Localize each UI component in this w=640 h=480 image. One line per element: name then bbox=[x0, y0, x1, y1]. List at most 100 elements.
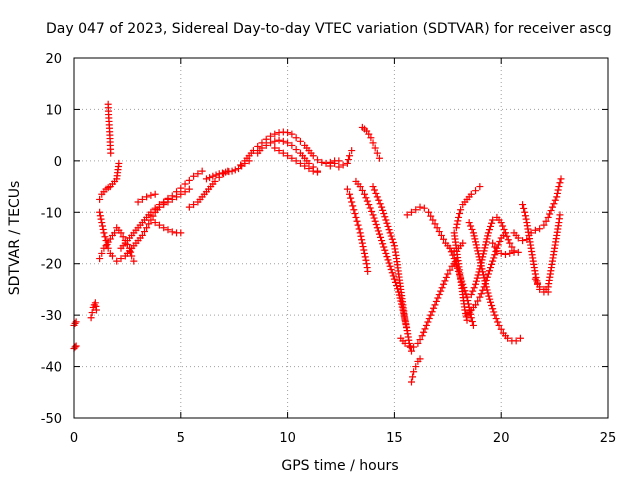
data-point bbox=[481, 244, 489, 252]
data-point bbox=[469, 287, 477, 295]
data-point bbox=[479, 268, 487, 276]
data-point bbox=[506, 239, 514, 247]
data-point bbox=[147, 191, 155, 199]
data-point bbox=[403, 327, 411, 335]
data-point bbox=[373, 224, 381, 232]
data-point bbox=[385, 259, 393, 267]
data-point bbox=[435, 291, 443, 299]
data-point bbox=[117, 229, 125, 237]
data-point bbox=[487, 264, 495, 272]
data-point bbox=[527, 229, 535, 237]
data-point bbox=[476, 256, 484, 264]
data-point bbox=[522, 215, 530, 223]
data-point bbox=[309, 152, 317, 160]
series-s06 bbox=[96, 229, 119, 263]
data-point bbox=[331, 159, 339, 167]
data-point bbox=[353, 217, 361, 225]
data-point bbox=[488, 302, 496, 309]
data-point bbox=[470, 232, 478, 240]
data-point bbox=[349, 202, 357, 210]
data-point bbox=[346, 190, 354, 198]
data-point bbox=[343, 159, 351, 167]
data-point bbox=[547, 207, 555, 215]
data-point bbox=[368, 207, 376, 215]
data-point bbox=[546, 210, 554, 218]
data-point bbox=[450, 255, 458, 263]
data-point bbox=[348, 198, 356, 206]
data-point bbox=[472, 187, 480, 195]
data-point bbox=[412, 363, 420, 371]
data-point bbox=[420, 204, 428, 212]
series-s26 bbox=[407, 355, 424, 386]
y-tick-label: -50 bbox=[41, 412, 62, 427]
data-point bbox=[410, 368, 418, 376]
data-point bbox=[99, 225, 107, 233]
data-point bbox=[322, 159, 330, 167]
series-s12 bbox=[151, 219, 185, 237]
data-point bbox=[376, 200, 384, 208]
data-point bbox=[483, 235, 491, 243]
data-point bbox=[354, 221, 362, 229]
data-point bbox=[292, 134, 300, 142]
data-point bbox=[444, 270, 452, 278]
data-point bbox=[532, 273, 540, 281]
data-point bbox=[534, 279, 542, 287]
data-point bbox=[462, 313, 470, 321]
data-point bbox=[485, 226, 493, 234]
data-point bbox=[434, 294, 442, 302]
data-point bbox=[475, 253, 483, 261]
data-point bbox=[151, 219, 159, 227]
data-point bbox=[314, 168, 322, 176]
data-point bbox=[462, 309, 470, 317]
data-point bbox=[96, 212, 104, 220]
data-point bbox=[279, 137, 287, 145]
data-point bbox=[96, 195, 104, 203]
data-point bbox=[177, 184, 185, 192]
data-point bbox=[318, 158, 326, 166]
data-point bbox=[473, 244, 481, 252]
data-point bbox=[275, 136, 283, 144]
series-s19 bbox=[326, 157, 343, 170]
x-tick-label: 15 bbox=[386, 431, 403, 446]
data-point bbox=[284, 139, 292, 147]
data-point bbox=[365, 130, 373, 138]
data-point bbox=[484, 270, 492, 278]
data-point bbox=[467, 190, 475, 198]
data-point bbox=[102, 237, 110, 245]
data-point bbox=[237, 161, 245, 169]
data-point bbox=[339, 161, 347, 169]
data-point bbox=[431, 220, 439, 228]
data-point bbox=[497, 249, 505, 257]
data-point bbox=[462, 290, 470, 298]
data-point bbox=[181, 180, 189, 188]
data-point bbox=[254, 142, 262, 150]
data-point bbox=[469, 229, 477, 237]
series-s22 bbox=[358, 123, 383, 162]
x-tick-label: 20 bbox=[493, 431, 510, 446]
data-point bbox=[380, 243, 388, 251]
data-point bbox=[489, 305, 497, 313]
data-point bbox=[461, 306, 469, 314]
data-point bbox=[425, 208, 433, 216]
data-point bbox=[519, 201, 527, 209]
series-s05 bbox=[96, 159, 123, 203]
data-point bbox=[474, 250, 482, 258]
data-point bbox=[468, 318, 476, 326]
data-point bbox=[466, 307, 474, 315]
data-point bbox=[98, 249, 106, 257]
data-point bbox=[373, 149, 381, 157]
data-point bbox=[181, 188, 189, 196]
data-point bbox=[431, 301, 439, 309]
data-point bbox=[481, 277, 489, 285]
data-point bbox=[147, 216, 155, 224]
data-point bbox=[508, 243, 516, 251]
data-point bbox=[380, 210, 388, 218]
data-point bbox=[472, 301, 480, 309]
data-point bbox=[190, 201, 198, 209]
series-s13 bbox=[151, 185, 193, 214]
series-s37 bbox=[527, 175, 565, 237]
data-point bbox=[433, 224, 441, 232]
data-point bbox=[362, 194, 370, 202]
data-point bbox=[422, 321, 430, 329]
